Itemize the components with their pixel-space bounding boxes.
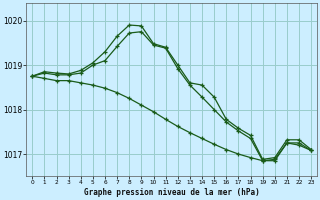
X-axis label: Graphe pression niveau de la mer (hPa): Graphe pression niveau de la mer (hPa) (84, 188, 260, 197)
